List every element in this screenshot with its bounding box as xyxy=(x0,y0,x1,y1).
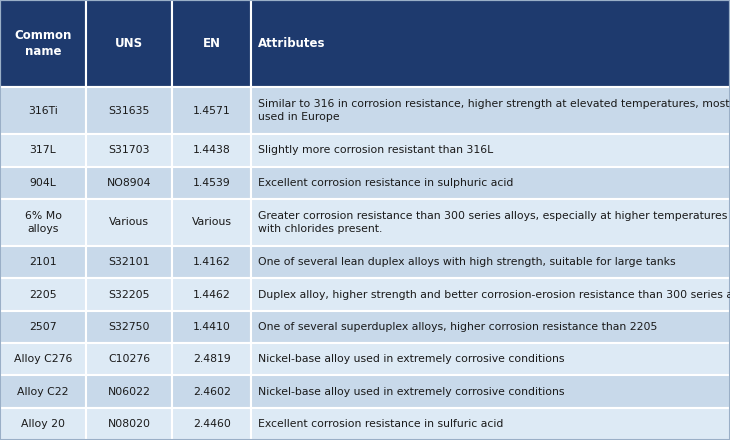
Bar xyxy=(251,246,730,279)
Bar xyxy=(172,134,251,167)
Bar xyxy=(86,167,172,199)
Text: S32205: S32205 xyxy=(109,290,150,300)
Text: 1.4162: 1.4162 xyxy=(193,257,231,267)
Text: NO8904: NO8904 xyxy=(107,178,151,188)
Text: S31703: S31703 xyxy=(109,145,150,155)
Text: S32750: S32750 xyxy=(109,322,150,332)
Bar xyxy=(251,375,730,408)
Text: Excellent corrosion resistance in sulphuric acid: Excellent corrosion resistance in sulphu… xyxy=(258,178,514,188)
Bar xyxy=(86,134,172,167)
Text: Similar to 316 in corrosion resistance, higher strength at elevated temperatures: Similar to 316 in corrosion resistance, … xyxy=(258,99,730,122)
Bar xyxy=(0,311,86,343)
Text: Various: Various xyxy=(192,217,231,227)
Bar xyxy=(251,408,730,440)
Bar xyxy=(0,87,86,134)
Bar xyxy=(172,408,251,440)
Text: EN: EN xyxy=(203,37,220,50)
Bar xyxy=(251,0,730,87)
Text: Alloy C276: Alloy C276 xyxy=(14,354,72,364)
Text: Common
name: Common name xyxy=(15,29,72,58)
Bar xyxy=(0,134,86,167)
Bar xyxy=(86,408,172,440)
Text: 1.4462: 1.4462 xyxy=(193,290,231,300)
Bar xyxy=(0,279,86,311)
Text: Duplex alloy, higher strength and better corrosion-erosion resistance than 300 s: Duplex alloy, higher strength and better… xyxy=(258,290,730,300)
Text: C10276: C10276 xyxy=(108,354,150,364)
Text: 6% Mo
alloys: 6% Mo alloys xyxy=(25,211,61,234)
Bar xyxy=(0,167,86,199)
Bar xyxy=(86,0,172,87)
Bar xyxy=(172,311,251,343)
Bar xyxy=(172,246,251,279)
Bar xyxy=(86,87,172,134)
Bar xyxy=(172,199,251,246)
Bar xyxy=(86,199,172,246)
Text: S31635: S31635 xyxy=(109,106,150,116)
Text: UNS: UNS xyxy=(115,37,143,50)
Bar xyxy=(172,279,251,311)
Bar xyxy=(251,279,730,311)
Text: 2.4602: 2.4602 xyxy=(193,386,231,396)
Bar xyxy=(0,408,86,440)
Text: 2507: 2507 xyxy=(29,322,57,332)
Text: 1.4539: 1.4539 xyxy=(193,178,231,188)
Bar xyxy=(251,311,730,343)
Text: 904L: 904L xyxy=(30,178,56,188)
Text: 2.4819: 2.4819 xyxy=(193,354,231,364)
Text: Alloy 20: Alloy 20 xyxy=(21,419,65,429)
Bar xyxy=(251,167,730,199)
Bar xyxy=(0,0,86,87)
Text: Slightly more corrosion resistant than 316L: Slightly more corrosion resistant than 3… xyxy=(258,145,493,155)
Text: 2.4460: 2.4460 xyxy=(193,419,231,429)
Text: Various: Various xyxy=(110,217,149,227)
Text: Greater corrosion resistance than 300 series alloys, especially at higher temper: Greater corrosion resistance than 300 se… xyxy=(258,211,730,234)
Text: 2101: 2101 xyxy=(29,257,57,267)
Text: N06022: N06022 xyxy=(108,386,150,396)
Text: N08020: N08020 xyxy=(108,419,150,429)
Bar xyxy=(86,246,172,279)
Text: 317L: 317L xyxy=(30,145,56,155)
Text: 1.4410: 1.4410 xyxy=(193,322,231,332)
Text: 1.4438: 1.4438 xyxy=(193,145,231,155)
Bar xyxy=(172,87,251,134)
Text: One of several superduplex alloys, higher corrosion resistance than 2205: One of several superduplex alloys, highe… xyxy=(258,322,658,332)
Bar xyxy=(251,134,730,167)
Text: Nickel-base alloy used in extremely corrosive conditions: Nickel-base alloy used in extremely corr… xyxy=(258,386,565,396)
Bar xyxy=(172,0,251,87)
Bar xyxy=(172,343,251,375)
Bar xyxy=(86,311,172,343)
Text: 1.4571: 1.4571 xyxy=(193,106,231,116)
Text: One of several lean duplex alloys with high strength, suitable for large tanks: One of several lean duplex alloys with h… xyxy=(258,257,676,267)
Bar xyxy=(251,87,730,134)
Text: 2205: 2205 xyxy=(29,290,57,300)
Bar xyxy=(251,199,730,246)
Bar xyxy=(0,199,86,246)
Bar xyxy=(172,375,251,408)
Bar xyxy=(0,246,86,279)
Bar xyxy=(0,343,86,375)
Bar xyxy=(86,375,172,408)
Bar xyxy=(172,167,251,199)
Text: Alloy C22: Alloy C22 xyxy=(18,386,69,396)
Text: Excellent corrosion resistance in sulfuric acid: Excellent corrosion resistance in sulfur… xyxy=(258,419,504,429)
Bar xyxy=(86,279,172,311)
Bar xyxy=(0,375,86,408)
Bar xyxy=(86,343,172,375)
Text: 316Ti: 316Ti xyxy=(28,106,58,116)
Text: S32101: S32101 xyxy=(109,257,150,267)
Text: Nickel-base alloy used in extremely corrosive conditions: Nickel-base alloy used in extremely corr… xyxy=(258,354,565,364)
Bar xyxy=(251,343,730,375)
Text: Attributes: Attributes xyxy=(258,37,326,50)
